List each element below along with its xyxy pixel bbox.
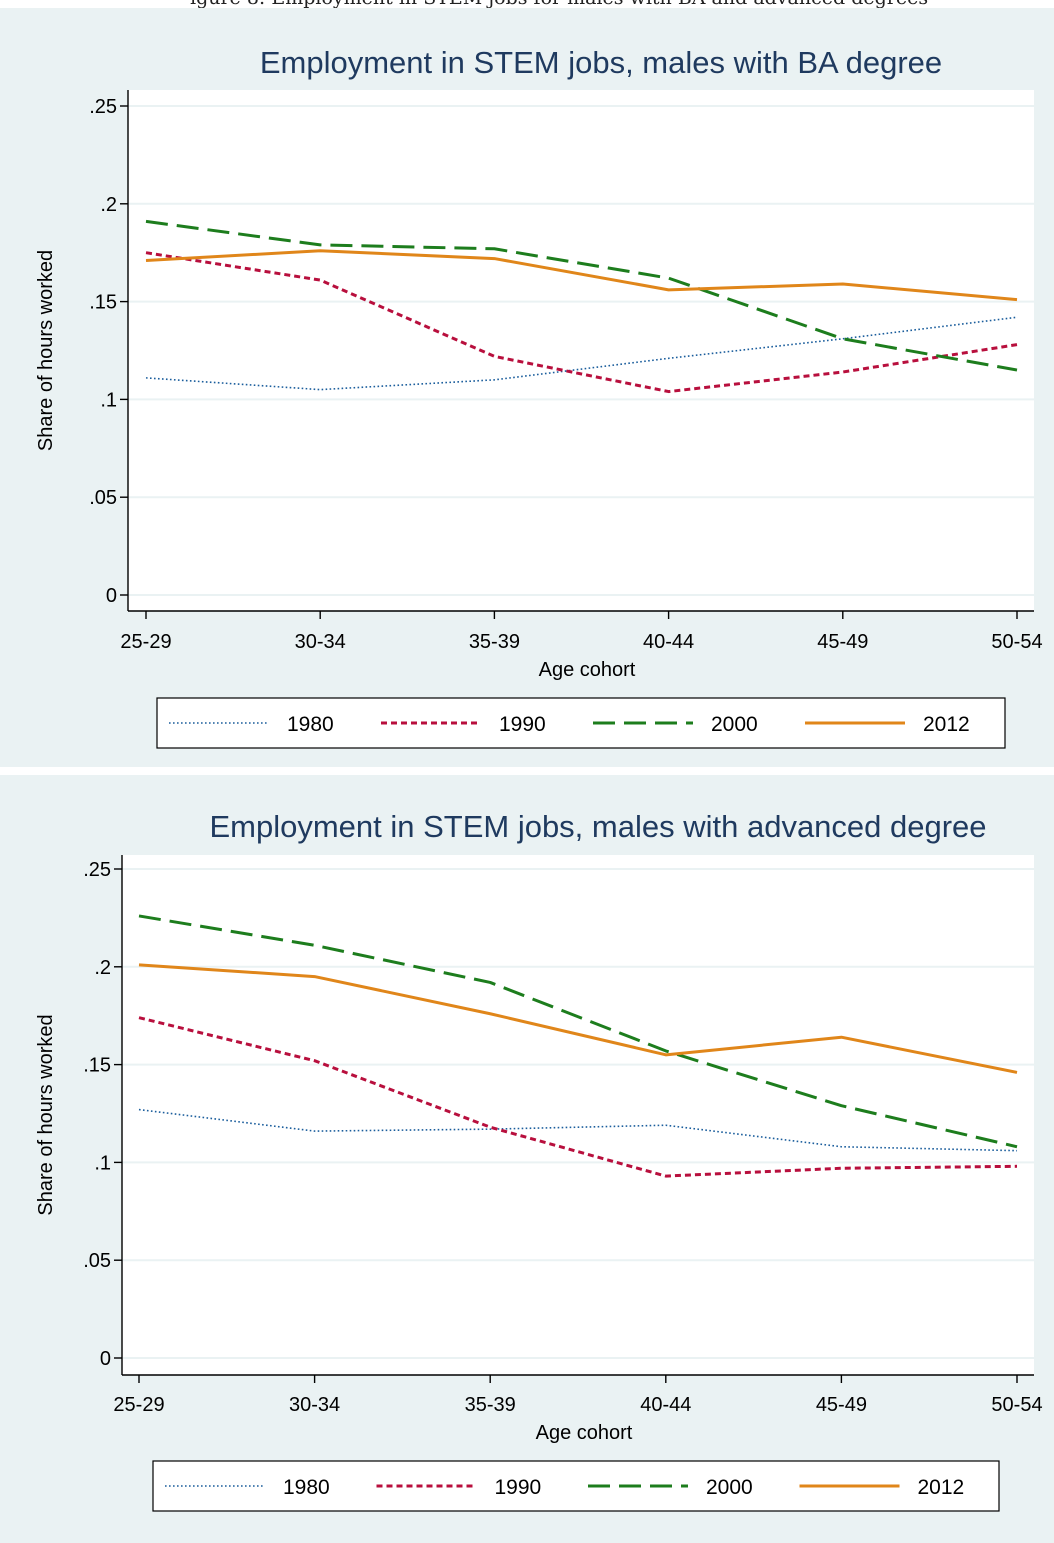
chart-title: Employment in STEM jobs, males with BA d…	[260, 45, 942, 80]
legend-label-2012: 2012	[918, 1476, 965, 1499]
figure-caption-fragment: igure 8: Employment in STEM jobs for mal…	[0, 0, 1054, 12]
y-tick-label: 0	[106, 585, 117, 607]
x-tick-label: 45-49	[817, 631, 868, 653]
x-tick-label: 50-54	[991, 1394, 1042, 1416]
legend: 1980 1990 2000 2012	[156, 697, 1006, 749]
plot-area	[122, 855, 1034, 1375]
series-1990	[145, 251, 1018, 394]
x-tick-label: 35-39	[469, 631, 520, 653]
panel-separator	[0, 767, 1054, 775]
y-tick-label: .2	[100, 194, 117, 216]
y-axis-label: Share of hours worked	[35, 1014, 57, 1215]
chart-svg-advanced-degree: Employment in STEM jobs, males with adva…	[35, 809, 1043, 1512]
chart-panel-advanced-degree: Employment in STEM jobs, males with adva…	[0, 775, 1054, 1543]
legend: 1980 1990 2000 2012	[152, 1460, 1000, 1512]
y-tick-label: .1	[100, 389, 117, 411]
x-tick-label: 35-39	[465, 1394, 516, 1416]
legend-label-2000: 2000	[711, 713, 758, 736]
y-tick-label: .2	[94, 957, 111, 979]
legend-label-1990: 1990	[495, 1476, 542, 1499]
x-tick-label: 30-34	[289, 1394, 340, 1416]
x-tick-label: 40-44	[643, 631, 694, 653]
series-line-2012	[138, 963, 1018, 1074]
x-axis-label: Age cohort	[536, 1422, 633, 1444]
caption-text: igure 8: Employment in STEM jobs for mal…	[190, 0, 928, 9]
y-tick-label: .25	[89, 96, 117, 118]
y-tick-label: .25	[83, 859, 111, 881]
x-tick-label: 50-54	[991, 631, 1042, 653]
series-1990	[138, 1016, 1018, 1178]
legend-label-2012: 2012	[923, 713, 970, 736]
series-line-1980	[145, 316, 1018, 391]
legend-label-1990: 1990	[499, 713, 546, 736]
x-tick-label: 30-34	[295, 631, 346, 653]
x-tick-label: 25-29	[120, 631, 171, 653]
series-2012	[138, 963, 1018, 1074]
x-tick-label: 25-29	[113, 1394, 164, 1416]
legend-label-1980: 1980	[287, 713, 334, 736]
series-line-2000	[138, 914, 1018, 1149]
chart-svg-ba-degree: Employment in STEM jobs, males with BA d…	[35, 45, 1043, 749]
series-1980	[138, 1108, 1018, 1152]
y-tick-label: .15	[83, 1055, 111, 1077]
series-line-1990	[138, 1016, 1018, 1178]
y-tick-label: .15	[89, 292, 117, 314]
x-axis-label: Age cohort	[539, 659, 636, 681]
legend-label-2000: 2000	[706, 1476, 753, 1499]
legend-label-1980: 1980	[283, 1476, 330, 1499]
x-tick-label: 45-49	[816, 1394, 867, 1416]
series-line-1980	[138, 1108, 1018, 1152]
series-2000	[145, 219, 1018, 372]
y-tick-label: .1	[94, 1152, 111, 1174]
y-tick-label: .05	[89, 487, 117, 509]
chart-title: Employment in STEM jobs, males with adva…	[209, 809, 986, 844]
x-tick-label: 40-44	[640, 1394, 691, 1416]
series-line-2012	[145, 249, 1018, 302]
series-line-1990	[145, 251, 1018, 394]
series-2012	[145, 249, 1018, 302]
plot-area	[128, 90, 1034, 611]
y-tick-label: .05	[83, 1250, 111, 1272]
series-2000	[138, 914, 1018, 1149]
chart-panel-ba-degree: Employment in STEM jobs, males with BA d…	[0, 8, 1054, 767]
series-line-2000	[145, 219, 1018, 372]
y-axis-label: Share of hours worked	[35, 250, 57, 451]
y-tick-label: 0	[100, 1348, 111, 1370]
